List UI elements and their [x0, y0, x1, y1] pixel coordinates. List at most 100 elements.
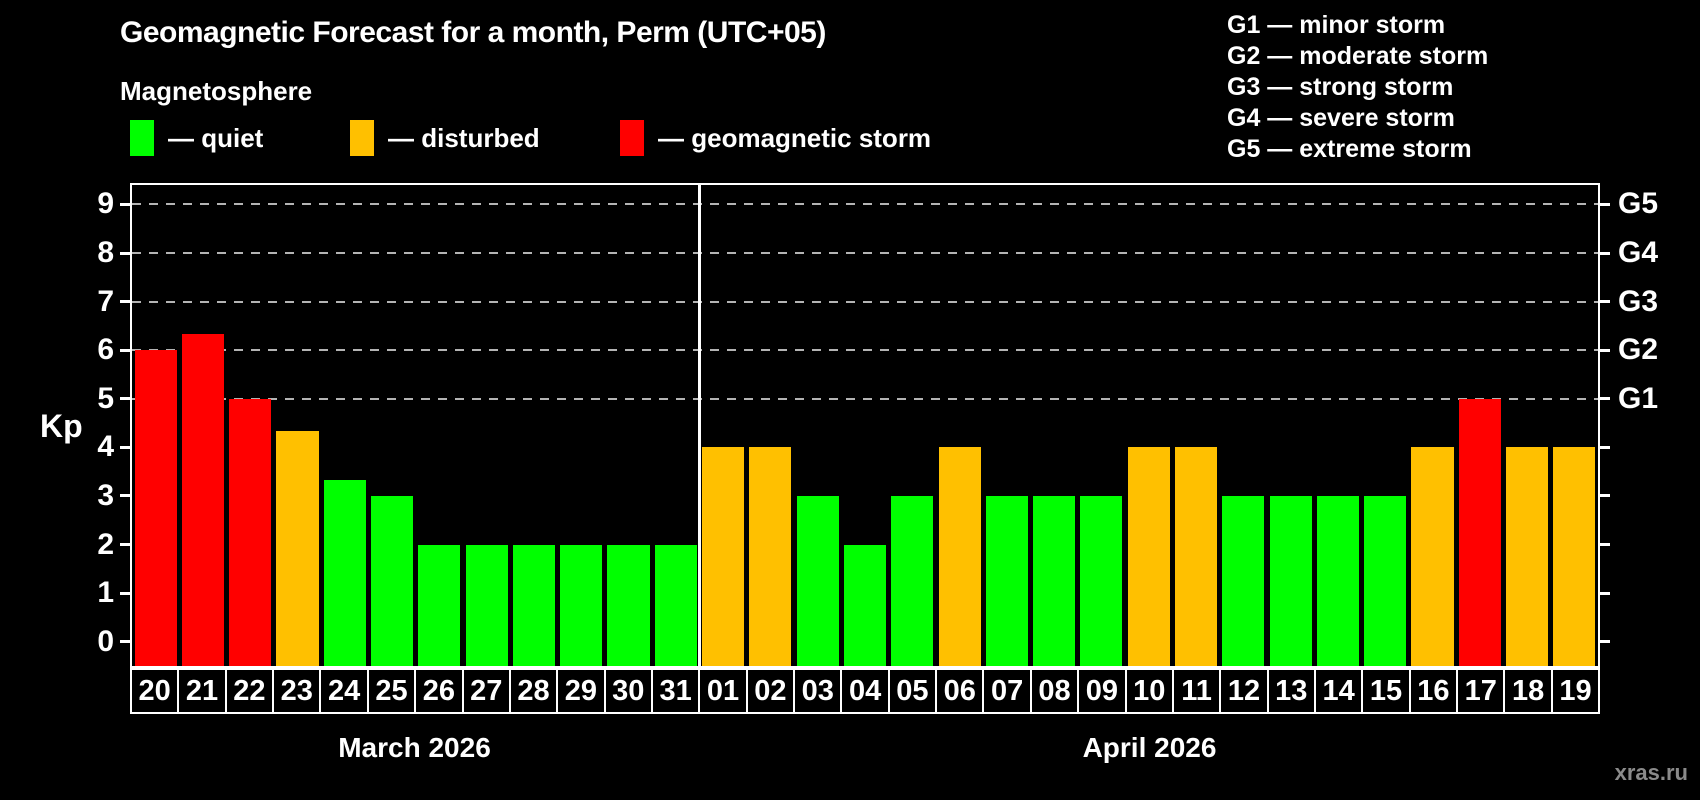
y-tick-right [1600, 348, 1610, 352]
y-tick-right [1600, 640, 1610, 644]
kp-bar-disturbed [702, 447, 745, 666]
y-tick-label: 6 [97, 333, 114, 367]
bar-slot-day-19 [1551, 185, 1598, 666]
kp-bar-quiet [371, 495, 414, 666]
bar-slot-day-10 [1125, 185, 1172, 666]
y-tick-label: 7 [97, 284, 114, 318]
xras-watermark-link[interactable]: xras.ru [1614, 760, 1688, 785]
day-cell: 30 [603, 668, 653, 714]
kp-bar-storm [181, 334, 224, 666]
legend-item-storm: — geomagnetic storm [620, 119, 931, 157]
month-label: March 2026 [338, 732, 491, 763]
day-cell: 03 [793, 668, 843, 714]
day-cell: 02 [745, 668, 796, 714]
day-cell: 27 [461, 668, 511, 714]
gridline-kp-9 [132, 203, 1598, 206]
y-tick-left [120, 397, 130, 401]
disturbed-color-swatch [350, 120, 374, 156]
g-scale-label-G5: G5 [1618, 187, 1659, 221]
kp-bar-quiet [1222, 495, 1265, 666]
y-tick-right [1600, 494, 1610, 498]
bar-slot-day-26 [416, 185, 463, 666]
day-cell: 01 [698, 668, 748, 714]
y-tick-right [1600, 591, 1610, 595]
storm-color-swatch [620, 120, 644, 156]
bar-slot-day-31 [652, 185, 699, 666]
bar-slot-day-29 [558, 185, 605, 666]
bar-slot-day-15 [1362, 185, 1409, 666]
bar-slot-day-11 [1172, 185, 1219, 666]
kp-bar-quiet [607, 544, 650, 666]
kp-bar-quiet [323, 479, 366, 666]
kp-bar-quiet [985, 495, 1028, 666]
quiet-label: — quiet [168, 122, 264, 153]
quiet-color-swatch [130, 120, 154, 156]
kp-bar-storm [134, 350, 177, 666]
g-scale-label-G2: G2 [1618, 333, 1659, 367]
bar-slot-day-25 [368, 185, 415, 666]
magnetosphere-subtitle: Magnetosphere [120, 76, 313, 106]
day-cell: 26 [414, 668, 464, 714]
bar-slot-day-07 [983, 185, 1030, 666]
bar-slot-day-14 [1314, 185, 1361, 666]
legend-item-disturbed: — disturbed [350, 119, 540, 157]
kp-bar-disturbed [276, 431, 319, 666]
kp-bar-quiet [465, 544, 508, 666]
g-scale-label-G3: G3 [1618, 284, 1659, 318]
kp-bar-quiet [796, 495, 839, 666]
y-tick-right [1600, 202, 1610, 206]
bar-slot-day-06 [936, 185, 983, 666]
y-tick-right [1600, 397, 1610, 401]
kp-bar-quiet [1316, 495, 1359, 666]
day-cell: 18 [1503, 668, 1553, 714]
day-cell: 17 [1456, 668, 1506, 714]
gridline-kp-6 [132, 349, 1598, 352]
day-cell: 08 [1029, 668, 1080, 714]
month-label: April 2026 [1082, 732, 1217, 763]
day-cell: 29 [556, 668, 606, 714]
day-cell: 19 [1550, 668, 1601, 714]
bar-slot-day-12 [1220, 185, 1267, 666]
day-cell: 10 [1124, 668, 1174, 714]
month-labels-row: March 2026 April 2026 [130, 732, 1600, 764]
y-tick-left [120, 202, 130, 206]
day-cell: 13 [1266, 668, 1316, 714]
gridline-kp-5 [132, 397, 1598, 400]
g-scale-label-G1: G1 [1618, 381, 1659, 415]
day-cell: 05 [887, 668, 938, 714]
y-tick-label: 8 [97, 236, 114, 270]
kp-bar-disturbed [1127, 447, 1170, 666]
day-cell: 14 [1313, 668, 1364, 714]
bar-slot-day-30 [605, 185, 652, 666]
kp-bar-disturbed [1411, 447, 1454, 666]
y-tick-label: 5 [97, 381, 114, 415]
kp-bar-disturbed [749, 447, 792, 666]
bar-slot-day-02 [747, 185, 794, 666]
y-axis-label: Kp [40, 408, 83, 444]
y-tick-left [120, 494, 130, 498]
bar-slot-day-16 [1409, 185, 1456, 666]
storm-scale-legend-line: G2 — moderate storm [1227, 42, 1489, 70]
plot-area: 0 1 2 3 4 5 6 7 8 9 G1 G2 G3 G4 G5 [97, 183, 1658, 668]
day-cell: 31 [650, 668, 701, 714]
storm-scale-legend: G1 — minor storm G2 — moderate storm G3 — … [1227, 10, 1488, 165]
day-cell: 09 [1077, 668, 1127, 714]
y-tick-left [120, 543, 130, 547]
y-tick-label: 2 [97, 527, 114, 561]
kp-bar-quiet [654, 544, 697, 666]
kp-bar-quiet [1033, 495, 1076, 666]
y-tick-left [120, 445, 130, 449]
disturbed-label: — disturbed [388, 122, 540, 153]
bar-slot-day-20 [132, 185, 179, 666]
bar-slot-day-01 [699, 185, 746, 666]
kp-bar-disturbed [1174, 447, 1218, 666]
y-tick-label: 9 [97, 187, 114, 221]
bar-slot-day-13 [1267, 185, 1314, 666]
g-scale-label-G4: G4 [1618, 236, 1659, 270]
gridline-kp-8 [132, 252, 1598, 255]
y-tick-label: 1 [97, 576, 114, 610]
bar-slot-day-03 [794, 185, 841, 666]
storm-label: — geomagnetic storm [658, 122, 932, 153]
y-tick-right [1600, 251, 1610, 255]
